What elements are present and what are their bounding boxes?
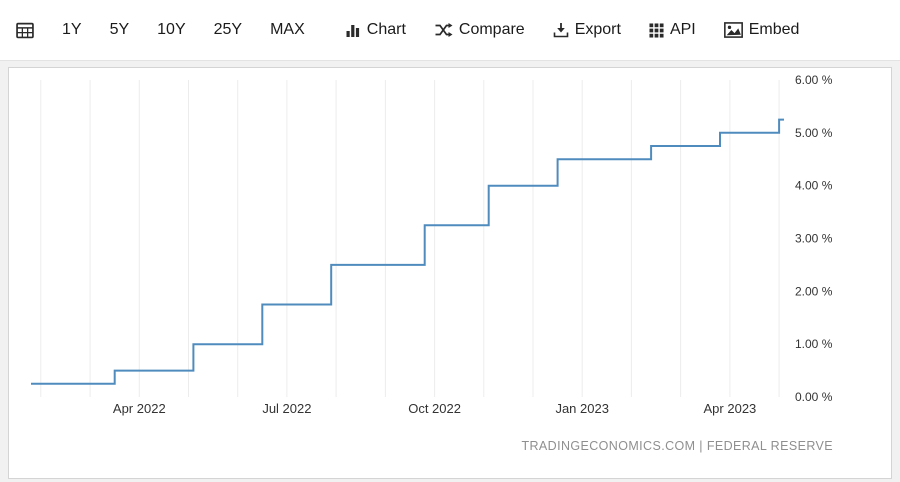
range-button-5y-label: 5Y xyxy=(109,21,130,38)
chart-type-button[interactable]: Chart xyxy=(345,18,406,42)
export-button-label: Export xyxy=(574,21,621,38)
compare-button-label: Compare xyxy=(458,21,525,38)
api-grid-icon xyxy=(649,22,664,38)
compare-button[interactable]: Compare xyxy=(434,18,525,42)
x-axis-tick-label: Apr 2023 xyxy=(704,401,757,416)
embed-button[interactable]: Embed xyxy=(723,18,800,42)
x-axis-tick-label: Jan 2023 xyxy=(555,401,609,416)
range-button-10y-label: 10Y xyxy=(157,21,186,38)
api-button-label: API xyxy=(669,21,696,38)
chart-attribution: TRADINGECONOMICS.COM | FEDERAL RESERVE xyxy=(521,439,833,453)
embed-image-icon xyxy=(723,22,743,38)
export-button[interactable]: Export xyxy=(553,18,621,42)
y-axis-tick-label: 2.00 % xyxy=(795,284,833,298)
bar-chart-icon xyxy=(345,22,361,38)
chart-type-button-label: Chart xyxy=(366,21,406,38)
rate-step-line xyxy=(31,118,784,385)
y-axis-tick-label: 6.00 % xyxy=(795,73,833,87)
range-button-5y[interactable]: 5Y xyxy=(110,18,130,42)
y-axis-tick-label: 0.00 % xyxy=(795,390,833,404)
y-axis-tick-label: 1.00 % xyxy=(795,337,833,351)
embed-button-label: Embed xyxy=(748,21,800,38)
api-button[interactable]: API xyxy=(649,18,696,42)
range-button-1y-label: 1Y xyxy=(62,21,82,38)
toolbar: 1Y 5Y 10Y 25Y MAX Chart Com xyxy=(0,0,900,61)
calendar-button[interactable] xyxy=(16,17,34,43)
x-axis-tick-label: Jul 2022 xyxy=(262,401,311,416)
range-button-max[interactable]: MAX xyxy=(270,18,305,42)
x-axis-tick-label: Oct 2022 xyxy=(408,401,461,416)
rate-chart-svg[interactable]: 0.00 % 1.00 % 2.00 % 3.00 % 4.00 % 5.00 % 6.00… xyxy=(9,72,891,432)
range-button-25y[interactable]: 25Y xyxy=(214,18,242,42)
x-axis-tick-label: Apr 2022 xyxy=(113,401,166,416)
compare-shuffle-icon xyxy=(434,22,453,38)
range-button-1y[interactable]: 1Y xyxy=(62,18,82,42)
calendar-icon xyxy=(16,21,34,39)
y-axis-tick-label: 5.00 % xyxy=(795,126,833,140)
range-button-25y-label: 25Y xyxy=(213,21,243,38)
export-download-icon xyxy=(553,22,569,38)
y-axis-tick-label: 4.00 % xyxy=(795,179,833,193)
range-button-max-label: MAX xyxy=(270,21,305,38)
range-button-10y[interactable]: 10Y xyxy=(157,18,185,42)
chart-panel: 0.00 % 1.00 % 2.00 % 3.00 % 4.00 % 5.00 % 6.00… xyxy=(8,67,892,479)
y-axis-tick-label: 3.00 % xyxy=(795,232,833,246)
